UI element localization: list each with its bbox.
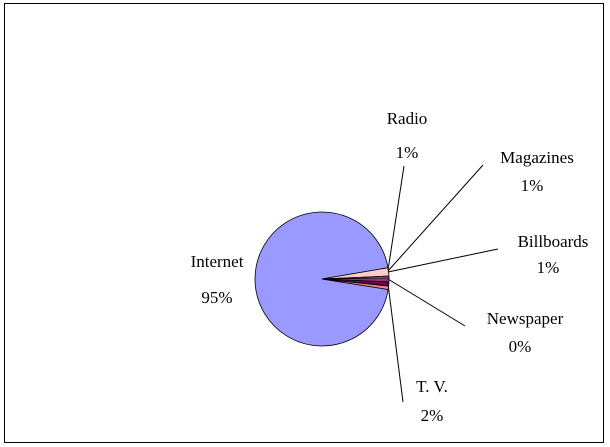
leader-line-billboards bbox=[387, 248, 499, 273]
slice-value-radio: 1% bbox=[396, 143, 419, 162]
leader-line-newspaper bbox=[387, 278, 466, 327]
slice-label-magazines: Magazines bbox=[500, 148, 574, 167]
slice-value-internet: 95% bbox=[201, 288, 232, 307]
leader-line-magazines bbox=[387, 164, 484, 272]
slice-value-t-v: 2% bbox=[421, 406, 444, 425]
chart-border bbox=[4, 3, 604, 443]
pie-slice-internet bbox=[254, 211, 389, 347]
slice-value-magazines: 1% bbox=[521, 176, 544, 195]
pie-slices bbox=[254, 211, 390, 347]
leader-lines bbox=[387, 164, 499, 403]
slice-label-billboards: Billboards bbox=[518, 232, 589, 251]
slice-label-newspaper: Newspaper bbox=[487, 309, 564, 328]
leader-line-radio bbox=[387, 165, 405, 271]
slice-label-radio: Radio bbox=[387, 109, 428, 128]
slice-value-newspaper: 0% bbox=[509, 337, 532, 356]
slice-label-t-v: T. V. bbox=[416, 377, 448, 396]
slice-value-billboards: 1% bbox=[537, 258, 560, 277]
slice-labels: Internet 95% T. V. 2% Newspaper 0% Billboards 1… bbox=[191, 109, 589, 425]
slice-label-internet: Internet bbox=[191, 252, 244, 271]
leader-line-t-v bbox=[387, 283, 404, 403]
